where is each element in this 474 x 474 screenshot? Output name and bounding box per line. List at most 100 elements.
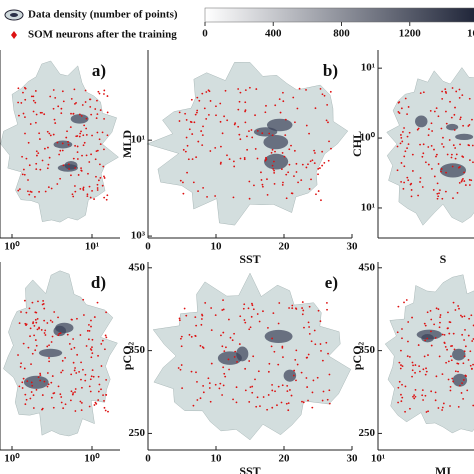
som-neuron [278,98,281,101]
som-neuron [417,194,419,197]
som-neuron [178,120,181,122]
som-neuron [434,336,437,339]
y-axis-label: MLD [120,130,134,158]
som-neuron [274,104,277,107]
som-neuron [30,191,33,193]
som-neuron [64,356,67,359]
som-neuron [34,90,37,92]
som-neuron [311,159,314,162]
som-neuron [57,105,60,108]
som-neuron [397,305,400,308]
som-neuron [20,311,22,313]
som-neuron [49,95,52,98]
som-neuron [74,185,76,187]
som-neuron [207,377,210,380]
som-neuron [404,97,407,100]
som-neuron [57,316,59,319]
som-neuron [85,117,88,120]
som-neuron [239,91,242,94]
som-neuron [267,370,270,373]
som-neuron [228,318,230,321]
som-neuron [43,319,46,322]
som-neuron [456,191,459,194]
som-neuron [195,156,198,159]
som-neuron [321,150,324,153]
som-neuron [24,98,27,101]
som-neuron [21,387,24,389]
som-neuron [469,350,472,353]
som-neuron [441,406,444,409]
som-neuron [307,399,309,402]
som-neuron [281,346,284,349]
som-neuron [447,311,449,314]
som-neuron [423,322,426,325]
som-neuron [400,400,403,403]
som-neuron [472,161,474,164]
som-neuron [89,378,92,381]
som-neuron [59,149,62,152]
som-neuron [243,303,246,306]
som-neuron [266,178,268,181]
som-neuron [468,184,471,186]
som-neuron [430,167,433,170]
y-axis-label: pCO₂ [120,341,134,370]
som-neuron [206,195,208,198]
som-neuron [411,316,413,319]
som-neuron [22,168,25,171]
som-neuron [311,391,314,394]
y-tick-label: 10¹ [361,201,375,213]
som-neuron [192,404,195,407]
som-neuron [57,334,60,337]
som-neuron [37,152,40,155]
som-neuron [248,86,251,89]
som-neuron [288,148,291,151]
som-neuron [455,90,458,93]
som-neuron [399,367,402,370]
som-neuron [402,131,404,133]
som-neuron [292,374,295,377]
som-neuron [27,141,30,144]
som-neuron [243,158,246,161]
som-neuron [294,358,297,361]
som-neuron [22,377,25,380]
som-neuron [93,316,96,318]
som-neuron [75,101,77,104]
som-neuron [289,389,291,391]
som-neuron [400,134,402,136]
som-neuron [401,140,404,143]
som-neuron [54,122,57,124]
som-neuron [256,129,259,132]
som-neuron [316,376,319,379]
som-neuron [425,370,428,373]
som-neuron [196,109,199,112]
y-tick-label: 350 [359,344,376,356]
som-neuron [455,153,458,156]
som-neuron [406,113,408,116]
som-neuron [313,162,316,165]
som-neuron [285,173,288,176]
som-neuron [54,97,57,99]
som-neuron [242,307,245,310]
density-core [38,348,63,358]
som-neuron [39,374,42,377]
som-neuron [17,87,20,90]
som-neuron [319,167,321,169]
som-neuron [25,324,27,327]
som-neuron [187,158,190,161]
som-neuron [411,361,414,364]
som-neuron [441,197,444,200]
som-neuron [39,372,42,375]
som-neuron [313,329,316,332]
som-neuron [88,330,91,332]
som-neuron [80,361,82,364]
som-neuron [60,371,63,374]
som-neuron [281,345,284,348]
density-core [415,115,428,128]
legend-density: Data density (number of points) [28,9,178,21]
colorbar-tick-label: 1200 [399,28,422,40]
som-neuron [244,367,247,370]
som-neuron [448,321,451,323]
som-neuron [53,311,56,313]
som-neuron [30,363,32,366]
density-core [446,123,459,131]
